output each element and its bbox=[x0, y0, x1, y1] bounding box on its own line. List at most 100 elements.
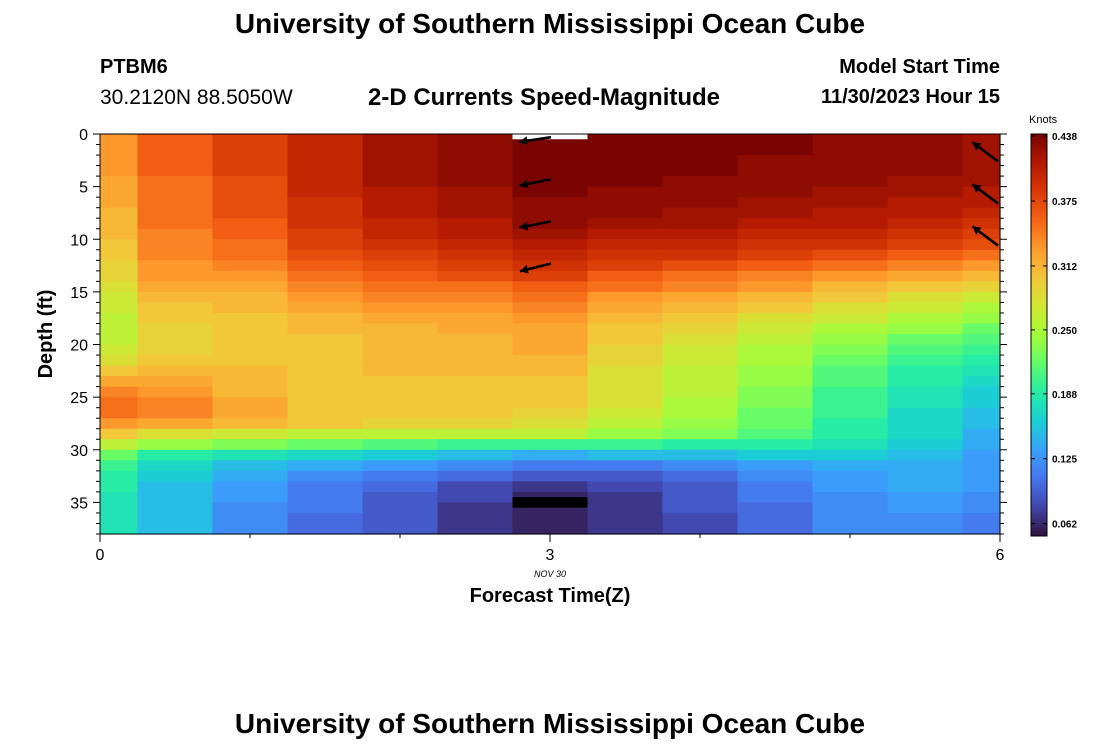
heatmap-cell bbox=[662, 239, 739, 251]
heatmap-cell bbox=[100, 186, 139, 198]
heatmap-cell bbox=[887, 197, 964, 209]
heatmap-cell bbox=[362, 334, 439, 346]
heatmap-cell bbox=[287, 239, 364, 251]
heatmap-cell bbox=[137, 176, 214, 188]
heatmap-cell bbox=[887, 512, 964, 525]
heatmap-cell bbox=[137, 523, 214, 535]
heatmap-cell bbox=[737, 302, 814, 314]
heatmap-cell bbox=[962, 239, 1001, 251]
heatmap-cell bbox=[662, 291, 739, 304]
heatmap-cell bbox=[962, 512, 1001, 525]
heatmap-cell bbox=[887, 186, 964, 198]
heatmap-cell bbox=[100, 397, 139, 409]
heatmap-cell bbox=[737, 207, 814, 219]
heatmap-cell bbox=[812, 439, 889, 451]
heatmap-cell bbox=[100, 144, 139, 156]
heatmap-cell bbox=[362, 491, 439, 504]
heatmap-cell bbox=[100, 460, 139, 472]
heatmap-cell bbox=[962, 470, 1001, 482]
heatmap-cell bbox=[662, 281, 739, 293]
heatmap-cell bbox=[512, 176, 589, 188]
heatmap-cell bbox=[962, 386, 1001, 398]
heatmap-cell bbox=[137, 334, 214, 346]
heatmap-cell bbox=[737, 397, 814, 409]
heatmap-cell bbox=[287, 460, 364, 472]
heatmap-cell bbox=[137, 470, 214, 482]
heatmap-cell bbox=[587, 491, 664, 504]
heatmap-cell bbox=[212, 312, 289, 325]
heatmap-cell bbox=[962, 323, 1001, 335]
heatmap-cell bbox=[887, 207, 964, 219]
heatmap-cell bbox=[287, 365, 364, 377]
heatmap-cell bbox=[137, 165, 214, 177]
heatmap-cell bbox=[812, 470, 889, 482]
heatmap-cell bbox=[812, 491, 889, 504]
heatmap-cell bbox=[662, 428, 739, 440]
heatmap-cell bbox=[512, 449, 589, 461]
heatmap-cell bbox=[512, 144, 589, 156]
heatmap-cell bbox=[100, 270, 139, 282]
heatmap-cell bbox=[212, 197, 289, 209]
heatmap-cell bbox=[212, 186, 289, 198]
heatmap-cell bbox=[512, 407, 589, 419]
heatmap-cell bbox=[737, 291, 814, 304]
heatmap-cell bbox=[662, 418, 739, 430]
heatmap-cell bbox=[362, 355, 439, 367]
heatmap-cell bbox=[212, 512, 289, 525]
heatmap-cell bbox=[100, 439, 139, 451]
heatmap-cell bbox=[887, 260, 964, 272]
colorbar bbox=[1030, 133, 1048, 537]
heatmap-cell bbox=[887, 428, 964, 440]
y-axis-label: Depth (ft) bbox=[35, 290, 57, 379]
heatmap-cell bbox=[512, 523, 589, 535]
heatmap-cell bbox=[362, 481, 439, 493]
heatmap-cell bbox=[362, 134, 439, 146]
heatmap-cell bbox=[962, 407, 1001, 419]
x-tick-label: 0 bbox=[96, 547, 105, 564]
heatmap-cell bbox=[962, 312, 1001, 325]
heatmap-cell bbox=[887, 470, 964, 482]
heatmap-cell bbox=[812, 512, 889, 525]
heatmap-cell bbox=[812, 239, 889, 251]
heatmap-cell bbox=[512, 470, 589, 482]
heatmap-cell bbox=[887, 176, 964, 188]
heatmap-cell bbox=[437, 355, 514, 367]
heatmap-cell bbox=[362, 144, 439, 156]
heatmap-cell bbox=[437, 502, 514, 514]
heatmap-cell bbox=[212, 470, 289, 482]
heatmap-cell bbox=[887, 355, 964, 367]
y-tick-label: 35 bbox=[70, 495, 88, 512]
heatmap-cell bbox=[887, 165, 964, 177]
heatmap-cell bbox=[887, 134, 964, 146]
heatmap-cell bbox=[212, 176, 289, 188]
heatmap-cell bbox=[100, 512, 139, 525]
heatmap-cell bbox=[287, 228, 364, 240]
heatmap-cell bbox=[212, 397, 289, 409]
heatmap-cell bbox=[512, 397, 589, 409]
footer-title: University of Southern Mississippi Ocean… bbox=[234, 708, 866, 739]
heatmap-cell bbox=[962, 481, 1001, 493]
heatmap-cell bbox=[137, 512, 214, 525]
heatmap-cell bbox=[212, 428, 289, 440]
colorbar-tick-label: 0.188 bbox=[1052, 390, 1077, 401]
heatmap-cell bbox=[437, 334, 514, 346]
heatmap-cell bbox=[662, 197, 739, 209]
heatmap-cell bbox=[962, 249, 1001, 261]
heatmap-cell bbox=[437, 197, 514, 209]
x-axis-label: Forecast Time(Z) bbox=[469, 585, 631, 607]
heatmap-cell bbox=[137, 502, 214, 514]
heatmap-cell bbox=[587, 134, 664, 146]
heatmap-cell bbox=[437, 397, 514, 409]
heatmap-cell bbox=[437, 481, 514, 493]
heatmap-cell bbox=[887, 155, 964, 167]
arrow-head bbox=[519, 264, 529, 274]
heatmap-cell bbox=[362, 323, 439, 335]
heatmap-cell bbox=[100, 502, 139, 514]
heatmap-cell bbox=[212, 218, 289, 230]
heatmap-cell bbox=[887, 249, 964, 261]
heatmap-cell bbox=[962, 344, 1001, 356]
heatmap-cell bbox=[437, 281, 514, 293]
model-start-value: 11/30/2023 Hour 15 bbox=[820, 86, 1000, 108]
heatmap-cell bbox=[887, 376, 964, 388]
heatmap-cell bbox=[512, 228, 589, 240]
